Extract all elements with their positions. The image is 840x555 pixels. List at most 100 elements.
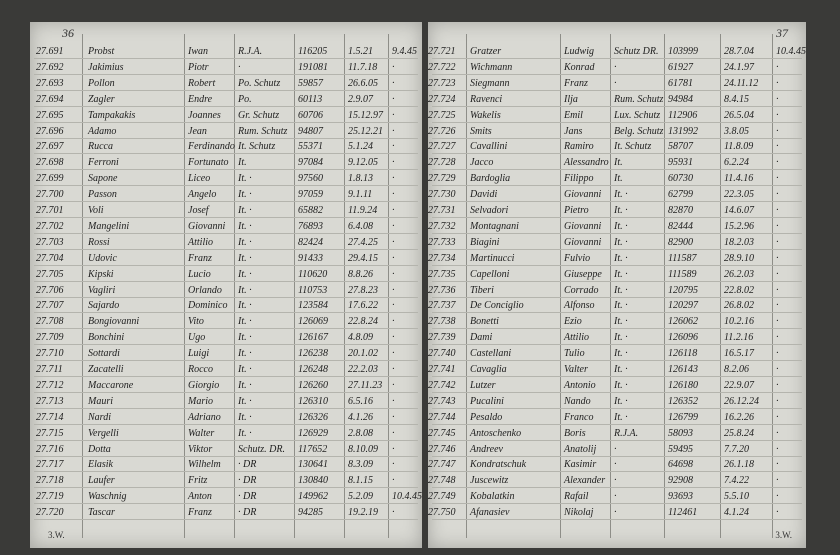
cell-born: 5.5.10 — [724, 491, 749, 503]
cell-date: · — [392, 93, 395, 105]
cell-surname: Sapone — [88, 173, 118, 185]
cell-nat: · DR — [238, 491, 257, 503]
cell-date: 9.4.45 — [392, 46, 417, 57]
cell-date: · — [392, 395, 395, 407]
cell-no: 27.696 — [36, 125, 64, 137]
cell-id: 123584 — [298, 300, 328, 312]
cell-surname: Selvadori — [470, 205, 509, 216]
row-rule — [432, 121, 802, 123]
cell-date: · — [776, 125, 779, 137]
cell-no: 27.701 — [36, 205, 64, 216]
cell-name: Rocco — [188, 364, 213, 375]
cell-name: Jean — [188, 125, 207, 137]
cell-id: 111587 — [668, 252, 697, 264]
cell-date: · — [392, 77, 395, 89]
cell-id: 126180 — [668, 379, 698, 391]
cell-no: 27.722 — [428, 61, 456, 73]
cell-name: Fritz — [188, 475, 208, 487]
cell-surname: Rossi — [88, 236, 110, 248]
cell-no: 27.704 — [36, 252, 64, 264]
cell-no: 27.709 — [36, 332, 64, 344]
cell-id: 60730 — [668, 173, 693, 185]
cell-name: Franz — [564, 77, 588, 89]
cell-surname: Waschnig — [88, 491, 127, 503]
cell-no: 27.692 — [36, 61, 64, 73]
cell-born: 14.6.07 — [724, 205, 754, 216]
cell-name: Alessandro — [564, 157, 609, 169]
cell-id: 94807 — [298, 125, 323, 137]
cell-date: · — [392, 300, 395, 312]
cell-date: · — [392, 427, 395, 439]
cell-no: 27.718 — [36, 475, 64, 487]
cell-nat: · DR — [238, 507, 257, 519]
cell-name: Viktor — [188, 443, 213, 455]
cell-nat: It. · — [238, 411, 252, 423]
cell-nat: It. · — [238, 300, 252, 312]
row-rule — [34, 232, 418, 234]
cell-no: 27.730 — [428, 189, 456, 201]
cell-born: 1.5.21 — [348, 46, 373, 57]
cell-date: · — [776, 316, 779, 328]
row-rule — [432, 328, 802, 330]
cell-name: Ilja — [564, 93, 578, 105]
cell-date: · — [776, 459, 779, 471]
cell-id: 126260 — [298, 379, 328, 391]
cell-born: 2.8.08 — [348, 427, 373, 439]
cell-date: · — [392, 364, 395, 375]
row-rule — [432, 471, 802, 473]
row-rule — [34, 360, 418, 362]
cell-name: Vito — [188, 316, 204, 328]
cell-id: 82424 — [298, 236, 323, 248]
row-rule — [432, 296, 802, 298]
row-rule — [432, 439, 802, 441]
cell-name: Dominico — [188, 300, 228, 312]
cell-id: 97059 — [298, 189, 323, 201]
cell-id: 60706 — [298, 109, 323, 121]
row-rule — [34, 519, 418, 521]
cell-no: 27.723 — [428, 77, 456, 89]
cell-no: 27.746 — [428, 443, 456, 455]
cell-id: 110753 — [298, 284, 328, 296]
cell-surname: Kipski — [88, 268, 114, 280]
cell-date: · — [776, 109, 779, 121]
cell-id: 110620 — [298, 268, 328, 280]
cell-name: Antonio — [564, 379, 596, 391]
page-footer: 3.W. — [775, 530, 792, 540]
column-rule — [184, 34, 185, 538]
cell-nat: Lux. Schutz — [614, 109, 661, 121]
cell-name: Attilio — [188, 236, 213, 248]
cell-born: 26.6.05 — [348, 77, 378, 89]
page-number: 36 — [62, 26, 74, 40]
cell-no: 27.710 — [36, 348, 64, 360]
row-rule — [432, 105, 802, 107]
column-rule — [466, 34, 467, 538]
cell-born: 26.8.02 — [724, 300, 754, 312]
cell-surname: Pucalini — [470, 395, 504, 407]
cell-nat: It. · — [614, 284, 628, 296]
cell-surname: Laufer — [88, 475, 115, 487]
cell-surname: Vagliri — [88, 284, 116, 296]
cell-no: 27.712 — [36, 379, 64, 391]
cell-id: 82900 — [668, 236, 693, 248]
cell-date: · — [776, 205, 779, 216]
cell-name: Anton — [188, 491, 212, 503]
cell-date: · — [776, 268, 779, 280]
cell-born: 22.8.24 — [348, 316, 378, 328]
cell-nat: It. — [238, 157, 247, 169]
cell-name: Franz — [188, 507, 212, 519]
cell-surname: Antoschenko — [470, 427, 522, 439]
cell-nat: It. · — [614, 252, 628, 264]
cell-no: 27.693 — [36, 77, 64, 89]
cell-name: Corrado — [564, 284, 599, 296]
cell-date: · — [776, 141, 779, 153]
cell-date: · — [776, 284, 779, 296]
cell-date: · — [392, 316, 395, 328]
cell-nat: It. · — [614, 348, 628, 360]
cell-id: 126167 — [298, 332, 328, 344]
cell-nat: R.J.A. — [614, 427, 639, 439]
cell-surname: Smits — [470, 125, 492, 137]
cell-name: Giovanni — [564, 236, 602, 248]
cell-born: 7.7.20 — [724, 443, 749, 455]
cell-no: 27.715 — [36, 427, 64, 439]
cell-id: 61781 — [668, 77, 693, 89]
